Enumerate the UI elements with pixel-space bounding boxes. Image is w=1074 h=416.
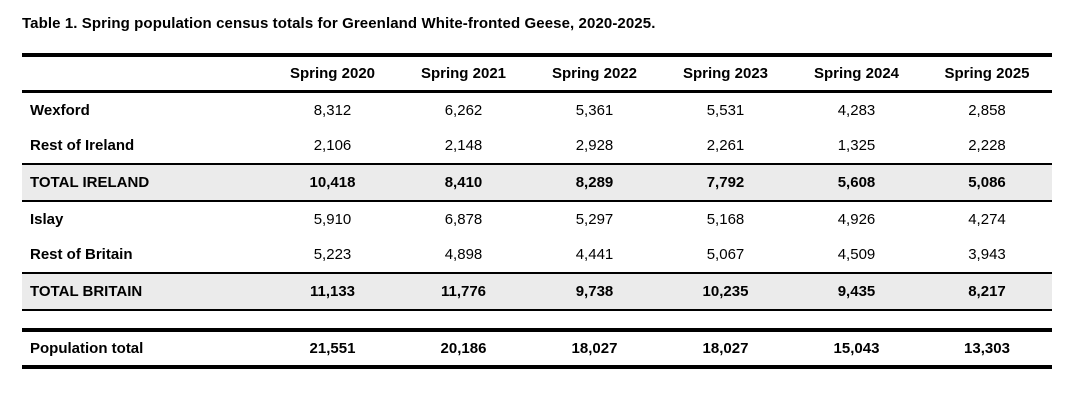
cell-value: 10,235 (660, 272, 791, 311)
cell-value: 4,283 (837, 102, 876, 119)
cell-value: 5,297 (575, 211, 614, 228)
cell-value: 11,776 (398, 272, 529, 311)
cell-value: 4,926 (837, 211, 876, 228)
cell-value: 2,106 (313, 137, 352, 154)
cell-value: 5,067 (706, 246, 745, 263)
cell-value: 4,274 (968, 211, 1006, 228)
cell-value: 2,928 (575, 137, 614, 154)
table-row-rest-of-ireland: Rest of Ireland 2,106 2,148 2,928 2,261 … (22, 128, 1052, 164)
row-label: TOTAL IRELAND (22, 163, 267, 202)
cell-value: 21,551 (267, 328, 398, 369)
spacer-row (22, 310, 1052, 330)
cell-value: 8,410 (398, 163, 529, 202)
cell-value: 4,898 (444, 246, 483, 263)
cell-value: 5,531 (706, 102, 745, 119)
cell-value: 8,217 (922, 272, 1052, 311)
row-label: TOTAL BRITAIN (22, 272, 267, 311)
row-label: Islay (30, 211, 64, 228)
header-spring-2023: Spring 2023 (660, 53, 791, 93)
cell-value: 9,738 (529, 272, 660, 311)
cell-value: 13,303 (922, 328, 1052, 369)
header-empty-cell (22, 53, 267, 93)
header-spring-2021: Spring 2021 (398, 53, 529, 93)
cell-value: 5,223 (313, 246, 352, 263)
cell-value: 6,262 (444, 102, 483, 119)
table-row-wexford: Wexford 8,312 6,262 5,361 5,531 4,283 2,… (22, 92, 1052, 129)
cell-value: 8,289 (529, 163, 660, 202)
cell-value: 20,186 (398, 328, 529, 369)
header-spring-2022: Spring 2022 (529, 53, 660, 93)
cell-value: 4,441 (575, 246, 614, 263)
row-label: Population total (22, 328, 267, 369)
cell-value: 18,027 (660, 328, 791, 369)
header-spring-2020: Spring 2020 (267, 53, 398, 93)
cell-value: 7,792 (660, 163, 791, 202)
table-row-rest-of-britain: Rest of Britain 5,223 4,898 4,441 5,067 … (22, 237, 1052, 273)
cell-value: 1,325 (837, 137, 876, 154)
cell-value: 11,133 (267, 272, 398, 311)
row-label: Rest of Britain (30, 246, 133, 263)
header-spring-2025: Spring 2025 (922, 53, 1052, 93)
table-caption: Table 1. Spring population census totals… (22, 15, 656, 32)
cell-value: 2,858 (968, 102, 1006, 119)
census-table: Spring 2020 Spring 2021 Spring 2022 Spri… (22, 53, 1052, 369)
cell-value: 5,910 (313, 211, 352, 228)
cell-value: 9,435 (791, 272, 922, 311)
cell-value: 2,148 (444, 137, 483, 154)
header-spring-2024: Spring 2024 (791, 53, 922, 93)
cell-value: 5,608 (791, 163, 922, 202)
table-row-total-ireland: TOTAL IRELAND 10,418 8,410 8,289 7,792 5… (22, 163, 1052, 202)
cell-value: 8,312 (313, 102, 352, 119)
cell-value: 2,261 (706, 137, 745, 154)
cell-value: 10,418 (267, 163, 398, 202)
cell-value: 5,086 (922, 163, 1052, 202)
cell-value: 3,943 (968, 246, 1006, 263)
cell-value: 5,168 (706, 211, 745, 228)
row-label: Wexford (30, 102, 90, 119)
cell-value: 15,043 (791, 328, 922, 369)
table-row-islay: Islay 5,910 6,878 5,297 5,168 4,926 4,27… (22, 201, 1052, 237)
table-row-total-britain: TOTAL BRITAIN 11,133 11,776 9,738 10,235… (22, 272, 1052, 311)
cell-value: 2,228 (968, 137, 1006, 154)
cell-value: 18,027 (529, 328, 660, 369)
row-label: Rest of Ireland (30, 137, 135, 154)
cell-value: 6,878 (444, 211, 483, 228)
cell-value: 4,509 (837, 246, 876, 263)
table-row-population-total: Population total 21,551 20,186 18,027 18… (22, 328, 1052, 369)
cell-value: 5,361 (575, 102, 614, 119)
header-row: Spring 2020 Spring 2021 Spring 2022 Spri… (22, 53, 1052, 93)
